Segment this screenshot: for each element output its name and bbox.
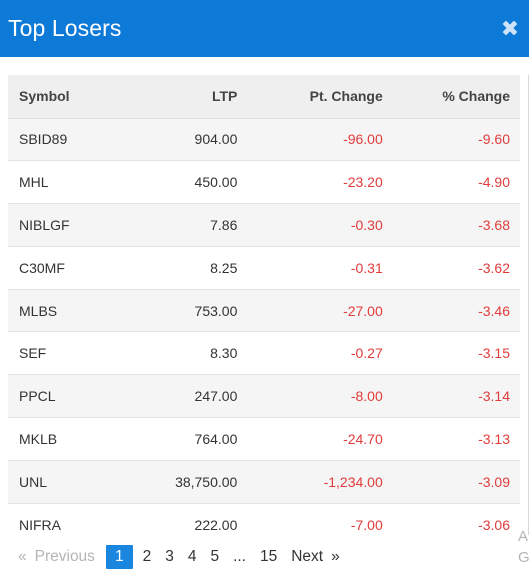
pt-change-cell: -24.70 xyxy=(237,417,383,461)
ltp-cell: 38,750.00 xyxy=(139,460,238,504)
table-row[interactable]: C30MF 8.25 -0.31 -3.62 xyxy=(8,246,520,290)
previous-label: Previous xyxy=(34,548,95,565)
page-button-15[interactable]: 15 xyxy=(259,548,278,565)
pt-change-cell: -7.00 xyxy=(237,503,383,535)
table-row[interactable]: SBID89 904.00 -96.00 -9.60 xyxy=(8,118,520,162)
symbol-cell: MLBS xyxy=(8,289,140,333)
page-button-2[interactable]: 2 xyxy=(142,548,152,565)
modal-header: Top Losers ✖ xyxy=(0,0,529,57)
losers-table-container[interactable]: Symbol LTP Pt. Change % Change SBID89 904… xyxy=(8,75,529,535)
table-row[interactable]: MHL 450.00 -23.20 -4.90 xyxy=(8,160,520,205)
next-label: Next xyxy=(291,548,324,565)
table-row[interactable]: SEF 8.30 -0.27 -3.15 xyxy=(8,331,520,376)
previous-page-button[interactable]: « Previous xyxy=(18,545,103,569)
table-row[interactable]: PPCL 247.00 -8.00 -3.14 xyxy=(8,374,520,419)
pct-change-cell: -3.09 xyxy=(382,460,520,504)
pct-change-cell: -4.90 xyxy=(382,160,520,205)
symbol-cell: NIBLGF xyxy=(8,203,140,247)
pt-change-cell: -23.20 xyxy=(237,160,383,205)
symbol-cell: MHL xyxy=(8,160,140,205)
pct-change-cell: -3.15 xyxy=(382,331,520,376)
pct-change-cell: -3.62 xyxy=(382,246,520,290)
column-header-pct-change[interactable]: % Change xyxy=(382,75,520,119)
ltp-cell: 450.00 xyxy=(139,160,238,205)
ltp-cell: 222.00 xyxy=(139,503,238,535)
symbol-cell: UNL xyxy=(8,460,140,504)
modal-title: Top Losers xyxy=(8,15,122,41)
symbol-cell: PPCL xyxy=(8,374,140,419)
pt-change-cell: -1,234.00 xyxy=(237,460,383,504)
page-button-3[interactable]: 3 xyxy=(165,548,174,565)
table-row[interactable]: UNL 38,750.00 -1,234.00 -3.09 xyxy=(8,460,520,504)
symbol-cell: SBID89 xyxy=(8,118,140,162)
ltp-cell: 7.86 xyxy=(139,203,238,247)
pagination: « Previous 1 2 3 4 5 ... 15 Next » xyxy=(18,545,347,569)
page-ellipsis: ... xyxy=(233,548,246,565)
pt-change-cell: -27.00 xyxy=(237,289,383,333)
symbol-cell: C30MF xyxy=(8,246,140,290)
ltp-cell: 8.25 xyxy=(139,246,238,290)
table-row[interactable]: NIFRA 222.00 -7.00 -3.06 xyxy=(8,503,520,535)
column-header-symbol[interactable]: Symbol xyxy=(8,75,140,119)
symbol-cell: NIFRA xyxy=(8,503,140,535)
next-page-button[interactable]: Next » xyxy=(284,545,347,569)
column-header-ltp[interactable]: LTP xyxy=(139,75,238,119)
table-row[interactable]: NIBLGF 7.86 -0.30 -3.68 xyxy=(8,203,520,247)
pt-change-cell: -0.27 xyxy=(237,331,383,376)
previous-arrow-icon: « xyxy=(18,548,27,565)
ltp-cell: 753.00 xyxy=(139,289,238,333)
close-icon[interactable]: ✖ xyxy=(500,15,520,41)
ltp-cell: 904.00 xyxy=(139,118,238,162)
pct-change-cell: -3.46 xyxy=(382,289,520,333)
pct-change-cell: -9.60 xyxy=(382,118,520,162)
pt-change-cell: -96.00 xyxy=(237,118,383,162)
cutoff-text: A G xyxy=(518,526,529,568)
losers-table: Symbol LTP Pt. Change % Change SBID89 904… xyxy=(8,75,520,535)
pct-change-cell: -3.68 xyxy=(382,203,520,247)
pt-change-cell: -8.00 xyxy=(237,374,383,419)
ltp-cell: 764.00 xyxy=(139,417,238,461)
pct-change-cell: -3.13 xyxy=(382,417,520,461)
symbol-cell: MKLB xyxy=(8,417,140,461)
pct-change-cell: -3.14 xyxy=(382,374,520,419)
pt-change-cell: -0.30 xyxy=(237,203,383,247)
pct-change-cell: -3.06 xyxy=(382,503,520,535)
table-row[interactable]: MLBS 753.00 -27.00 -3.46 xyxy=(8,289,520,333)
ltp-cell: 8.30 xyxy=(139,331,238,376)
table-header-row: Symbol LTP Pt. Change % Change xyxy=(8,75,520,119)
ltp-cell: 247.00 xyxy=(139,374,238,419)
page-button-5[interactable]: 5 xyxy=(210,548,220,565)
cutoff-text-line: G xyxy=(518,549,529,566)
pt-change-cell: -0.31 xyxy=(237,246,383,290)
page-button-4[interactable]: 4 xyxy=(187,548,197,565)
column-header-pt-change[interactable]: Pt. Change xyxy=(237,75,383,119)
cutoff-text-line: A xyxy=(518,528,529,545)
symbol-cell: SEF xyxy=(8,331,140,376)
table-row[interactable]: MKLB 764.00 -24.70 -3.13 xyxy=(8,417,520,461)
next-arrow-icon: » xyxy=(331,548,340,565)
page-button-1[interactable]: 1 xyxy=(105,545,133,569)
